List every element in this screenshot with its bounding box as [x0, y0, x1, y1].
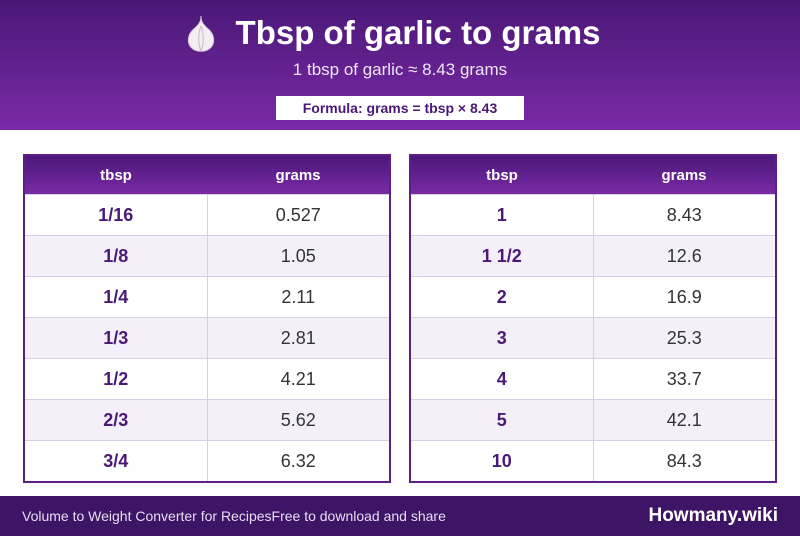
row: 1 8.43: [411, 194, 775, 235]
row: 1/2 4.21: [25, 358, 389, 399]
cell: 1/4: [25, 277, 208, 317]
cell: 2.81: [280, 327, 316, 348]
footer-text: Volume to Weight Converter for RecipesFr…: [22, 508, 446, 524]
cell: 3/4: [25, 441, 208, 481]
table: tbsp grams 1 8.43 1 1/2 12.6 2 16.9 3 25.3 4 33.7 5 4…: [409, 154, 777, 483]
header-row: tbsp grams: [411, 156, 775, 194]
cell: 1: [411, 195, 594, 235]
cell: 42.1: [666, 409, 702, 430]
cell: 12.6: [666, 245, 702, 266]
column-header: grams: [275, 166, 321, 184]
cell: 1.05: [280, 245, 316, 266]
row: 1/3 2.81: [25, 317, 389, 358]
cell: 5: [411, 400, 594, 440]
column-header: tbsp: [100, 166, 132, 184]
cell: 4.21: [280, 368, 316, 389]
row: 1/4 2.11: [25, 276, 389, 317]
footer-middle: Free to download and share: [271, 508, 446, 524]
cell: 1/3: [25, 318, 208, 358]
brand: Howmany.wiki: [648, 505, 778, 526]
column-header: tbsp: [486, 166, 518, 184]
cell: 1/16: [25, 195, 208, 235]
cell: 2.11: [281, 286, 316, 307]
title: Tbsp of garlic to grams: [235, 14, 601, 51]
cell: 33.7: [666, 368, 702, 389]
header-row: tbsp grams: [25, 156, 389, 194]
row: 5 42.1: [411, 399, 775, 440]
cell: 3: [411, 318, 594, 358]
row: 3 25.3: [411, 317, 775, 358]
column-header: grams: [661, 166, 707, 184]
cell: 10: [411, 441, 594, 481]
row: 10 84.3: [411, 440, 775, 481]
subtitle: 1 tbsp of garlic ≈ 8.43 grams: [292, 60, 508, 79]
cell: 1 1/2: [411, 236, 594, 276]
cell: 16.9: [666, 286, 702, 307]
row: 1/8 1.05: [25, 235, 389, 276]
cell: 6.32: [280, 450, 316, 471]
cell: 1/2: [25, 359, 208, 399]
formula: Formula: grams = tbsp × 8.43: [276, 96, 524, 120]
table: tbsp grams 1/16 0.527 1/8 1.05 1/4 2.11 1/3 2.81 1…: [23, 154, 391, 483]
cell: 84.3: [666, 450, 702, 471]
cell: 1/8: [25, 236, 208, 276]
row: 2 16.9: [411, 276, 775, 317]
row: 1/16 0.527: [25, 194, 389, 235]
cell: 4: [411, 359, 594, 399]
cell: 2/3: [25, 400, 208, 440]
cell: 5.62: [280, 409, 316, 430]
header: Tbsp of garlic to grams 1 tbsp of garlic…: [0, 0, 800, 130]
cell: 2: [411, 277, 594, 317]
row: 1 1/2 12.6: [411, 235, 775, 276]
garlic-icon: [187, 15, 215, 52]
cell: 8.43: [666, 204, 702, 225]
cell: 0.527: [275, 204, 321, 225]
footer: Volume to Weight Converter for RecipesFr…: [0, 496, 800, 536]
row: 3/4 6.32: [25, 440, 389, 481]
footer-left: Volume to Weight Converter for Recipes: [22, 508, 272, 524]
row: 4 33.7: [411, 358, 775, 399]
cell: 25.3: [666, 327, 702, 348]
row: 2/3 5.62: [25, 399, 389, 440]
